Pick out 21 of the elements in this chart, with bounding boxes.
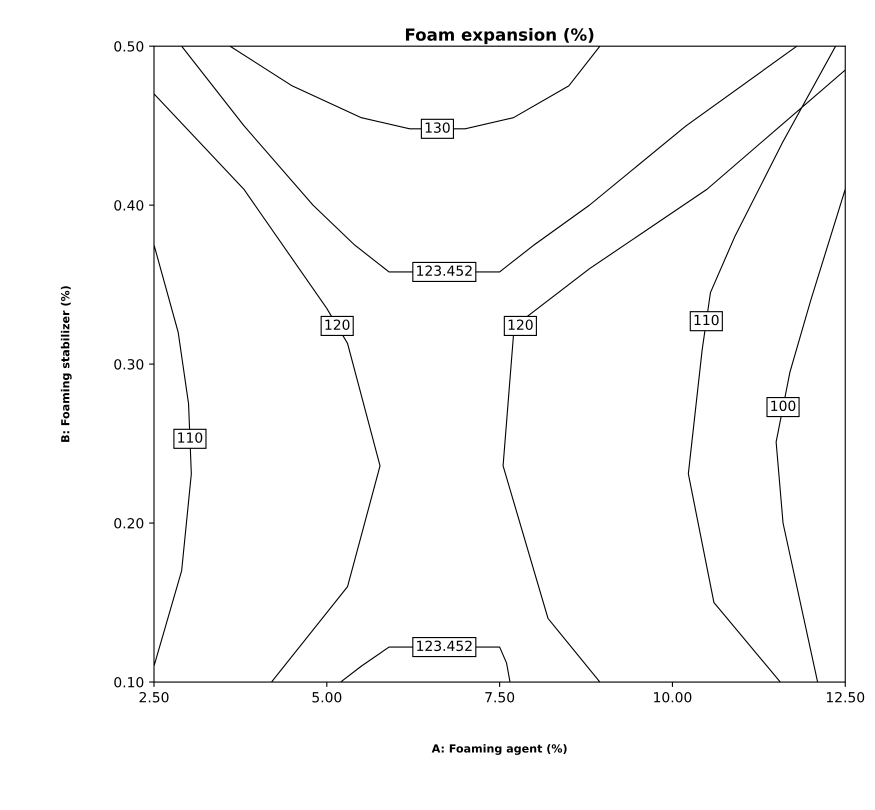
y-axis-title: B: Foaming stabilizer (%)	[60, 286, 72, 442]
series-label: 110	[694, 314, 719, 326]
y-tick-label: 0.40	[114, 200, 144, 211]
series-label: 110	[178, 432, 202, 443]
series-label: 120	[325, 319, 350, 330]
series-label: 120	[508, 319, 533, 330]
x-tick-label: 5.00	[312, 692, 342, 702]
series-label: 123.452	[417, 265, 472, 276]
series-label: 100	[771, 400, 796, 412]
y-tick-label: 0.10	[114, 676, 144, 688]
y-tick-label: 0.30	[114, 359, 144, 370]
x-tick-label: 12.50	[826, 692, 864, 702]
x-tick-label: 7.50	[485, 692, 514, 702]
x-axis-title: A: Foaming agent (%)	[432, 744, 567, 755]
series-label: 123.452	[417, 640, 472, 652]
x-tick-label: 2.50	[140, 692, 169, 702]
series-label: 130	[426, 122, 450, 133]
x-tick-label: 10.00	[654, 692, 692, 702]
y-tick-label: 0.20	[114, 518, 144, 529]
chart-title: Foam expansion (%)	[406, 28, 594, 44]
y-tick-label: 0.50	[114, 41, 144, 52]
